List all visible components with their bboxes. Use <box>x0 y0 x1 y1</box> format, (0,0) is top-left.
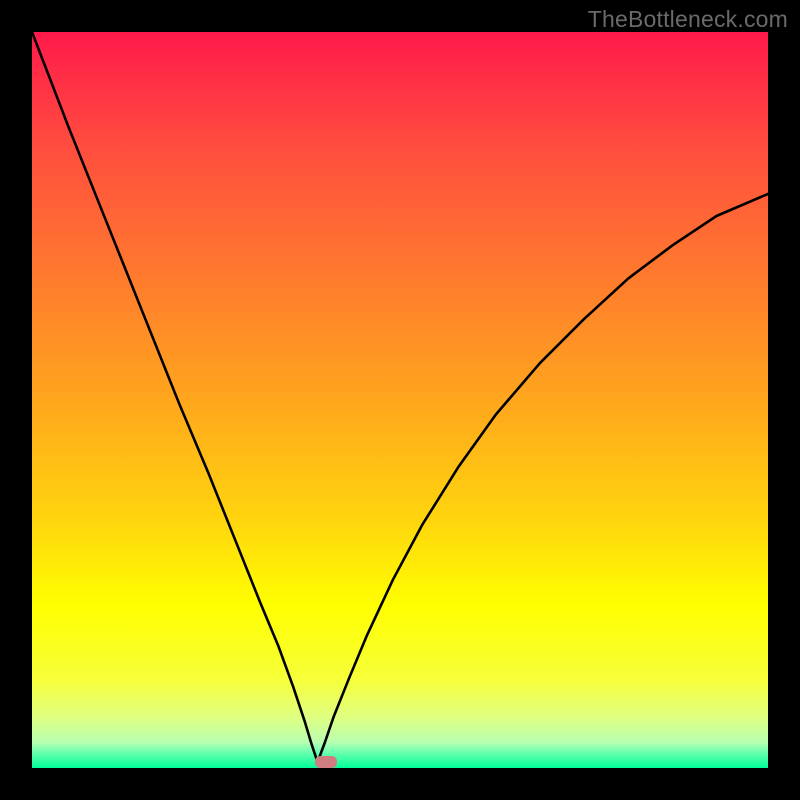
gradient-plot-area <box>32 32 768 768</box>
watermark-text: TheBottleneck.com <box>588 6 788 33</box>
curve-overlay <box>32 32 768 768</box>
min-marker <box>315 756 337 768</box>
bottleneck-curve <box>32 32 768 762</box>
